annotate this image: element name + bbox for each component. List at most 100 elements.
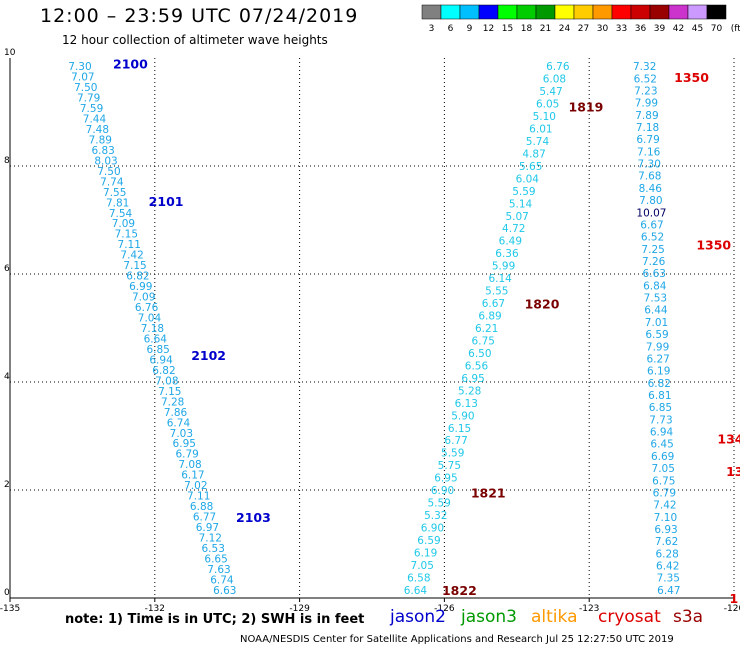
swh-value: 6.44 [644,305,668,317]
legend-jason2: jason2 [390,607,446,627]
swh-value: 7.62 [655,536,678,548]
swh-value: 6.52 [641,232,664,244]
swh-value: 6.94 [149,354,173,366]
swh-value: 7.42 [653,500,676,512]
axis-ticks: -135 -132 -129 -126 -123 -120 0 2 4 6 8 10 [0,48,740,614]
swh-value: 6.13 [455,398,478,410]
swh-value: 6.77 [444,435,467,447]
swh-value: 6.56 [465,360,489,372]
swh-value: 6.82 [648,378,671,390]
swh-value: 7.32 [633,61,656,73]
swh-value: 5.47 [539,86,562,98]
swh-value: 7.54 [109,208,133,220]
colorbar-label: 6 [448,24,454,34]
swh-value: 6.84 [643,280,667,292]
legend-s3a: s3a [673,607,704,627]
swh-value: 7.50 [97,166,120,178]
swh-value: 7.11 [187,491,210,503]
swh-value: 7.44 [83,113,107,125]
colorbar-swatch [668,4,689,20]
swh-value: 7.50 [74,82,97,94]
swh-value: 6.17 [181,470,204,482]
swh-value: 7.18 [141,323,164,335]
units-note: note: 1) Time is in UTC; 2) SWH is in fe… [65,612,365,627]
swh-value: 6.90 [421,523,444,535]
swh-value: 7.01 [645,317,668,329]
swh-value: 6.36 [495,248,519,260]
swh-value: 7.12 [199,533,222,545]
swh-value: 7.07 [71,72,94,84]
colorbar-label: 12 [483,24,494,34]
swh-value: 6.99 [129,281,152,293]
swh-value: 6.76 [546,61,570,73]
swh-value: 5.59 [441,448,464,460]
x-tick-label: -129 [289,604,310,614]
colorbar-label: 9 [467,24,473,34]
swh-value: 6.88 [190,501,213,513]
swh-value: 5.28 [458,385,481,397]
swh-value: 6.63 [213,585,236,597]
colorbar-label: 21 [540,24,551,34]
swh-value: 7.89 [635,110,658,122]
swh-value: 6.19 [647,366,670,378]
colorbar-label: (ft) [731,24,740,34]
swh-value: 6.49 [499,236,522,248]
swh-value: 6.67 [640,219,663,231]
swh-value: 7.99 [635,98,658,110]
swh-value: 6.05 [536,99,559,111]
time-label: 2103 [236,510,271,525]
swh-value: 6.83 [91,145,114,157]
colorbar-swatch [706,4,727,20]
swh-value: 6.75 [472,335,495,347]
swh-value: 6.53 [202,543,225,555]
colorbar-swatch [687,4,708,20]
swh-value: 7.02 [184,480,207,492]
swh-value: 7.28 [161,396,184,408]
swh-value: 5.90 [451,410,474,422]
y-tick-label: 6 [4,264,10,274]
swh-value: 7.04 [138,313,162,325]
time-label: 1819 [569,100,604,115]
swh-value: 6.08 [543,74,566,86]
y-tick-label: 0 [4,588,10,598]
swh-value: 6.95 [434,473,457,485]
swh-value: 7.16 [637,146,661,158]
swh-value: 6.97 [196,522,219,534]
colorbar-swatch [573,4,594,20]
swh-value: 6.21 [475,323,498,335]
colorbar-label: 39 [654,24,666,34]
swh-value: 7.25 [641,244,664,256]
colorbar-swatch [649,4,670,20]
swh-value: 7.73 [649,414,672,426]
grid-lines [10,58,735,598]
swh-value: 6.42 [656,561,679,573]
swh-value: 6.93 [654,524,677,536]
swh-value: 5.10 [533,111,556,123]
swh-value: 6.67 [482,298,505,310]
swh-value: 6.90 [431,485,454,497]
swh-value: 6.04 [516,173,540,185]
colorbar-label: 30 [597,24,609,34]
swh-value: 6.77 [193,512,216,524]
colorbar-swatch [459,4,480,20]
swh-value: 5.07 [505,211,528,223]
swh-value: 6.59 [417,535,440,547]
colorbar-swatch [554,4,575,20]
x-tick-label: -135 [0,604,20,614]
swh-value: 6.81 [648,390,671,402]
swh-value: 7.48 [86,124,109,136]
colorbar-label: 24 [559,24,571,34]
colorbar-label: 42 [673,24,684,34]
credit-line: NOAA/NESDIS Center for Satellite Applica… [240,634,674,645]
legend-altika: altika [531,607,578,627]
swh-value: 7.05 [411,560,434,572]
swh-value: 7.09 [132,292,155,304]
swh-value: 5.65 [519,161,542,173]
time-label: 1822 [442,583,477,598]
swh-value: 7.26 [642,256,666,268]
swh-value: 6.79 [636,134,659,146]
colorbar-label: 27 [578,24,589,34]
colorbar-label: 36 [635,24,647,34]
satellite-tracks: 7.307.077.507.797.597.447.487.896.838.03… [68,56,740,606]
